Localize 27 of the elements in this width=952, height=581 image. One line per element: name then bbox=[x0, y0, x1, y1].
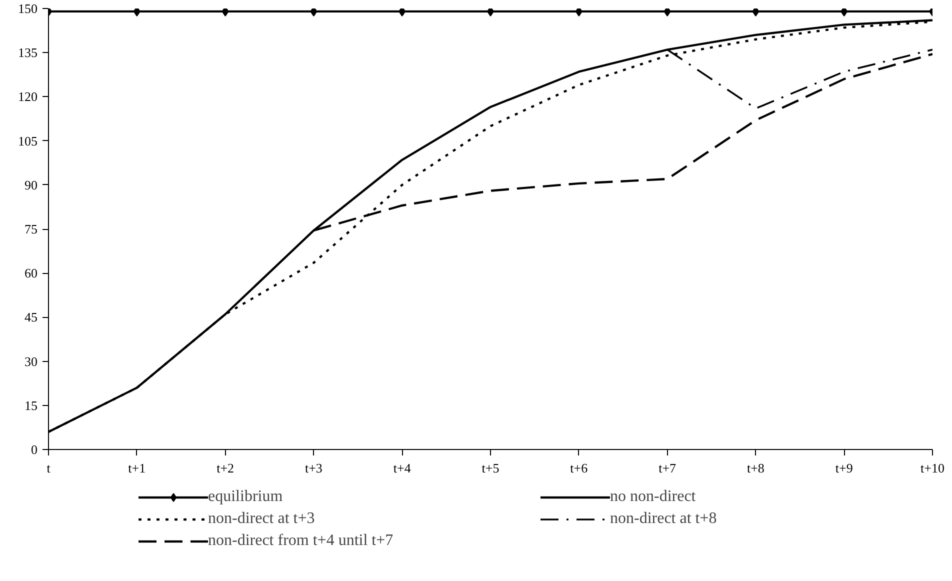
y-tick-label: 90 bbox=[24, 177, 38, 192]
y-tick-label: 135 bbox=[18, 45, 38, 60]
legend-label: non-direct from t+4 until t+7 bbox=[208, 531, 394, 551]
legend-label: non-direct at t+8 bbox=[610, 509, 718, 529]
legend-label: equilibrium bbox=[208, 487, 284, 507]
x-tick-label: t+6 bbox=[570, 460, 588, 476]
y-tick-label: 120 bbox=[18, 89, 38, 104]
x-tick-label: t+10 bbox=[920, 460, 944, 476]
x-tick-label: t+7 bbox=[658, 460, 677, 476]
y-tick-label: 105 bbox=[18, 133, 38, 148]
x-tick-label: t+8 bbox=[746, 460, 764, 476]
y-tick-label: 60 bbox=[24, 266, 38, 281]
y-tick-label: 15 bbox=[24, 398, 38, 413]
y-tick-label: 150 bbox=[18, 1, 38, 16]
x-tick-label: t+2 bbox=[216, 460, 234, 476]
legend-label: no non-direct bbox=[610, 487, 697, 507]
x-tick-label: t+5 bbox=[482, 460, 500, 476]
y-tick-label: 30 bbox=[24, 354, 38, 369]
x-tick-label: t+1 bbox=[128, 460, 146, 476]
x-tick-label: t bbox=[46, 460, 51, 476]
y-tick-label: 0 bbox=[31, 442, 38, 457]
x-tick-label: t+9 bbox=[835, 460, 853, 476]
y-tick-label: 45 bbox=[24, 310, 38, 325]
x-tick-label: t+4 bbox=[393, 460, 412, 476]
y-tick-label: 75 bbox=[24, 222, 38, 236]
x-tick-label: t+3 bbox=[304, 460, 322, 476]
legend-label: non-direct at t+3 bbox=[208, 509, 316, 529]
